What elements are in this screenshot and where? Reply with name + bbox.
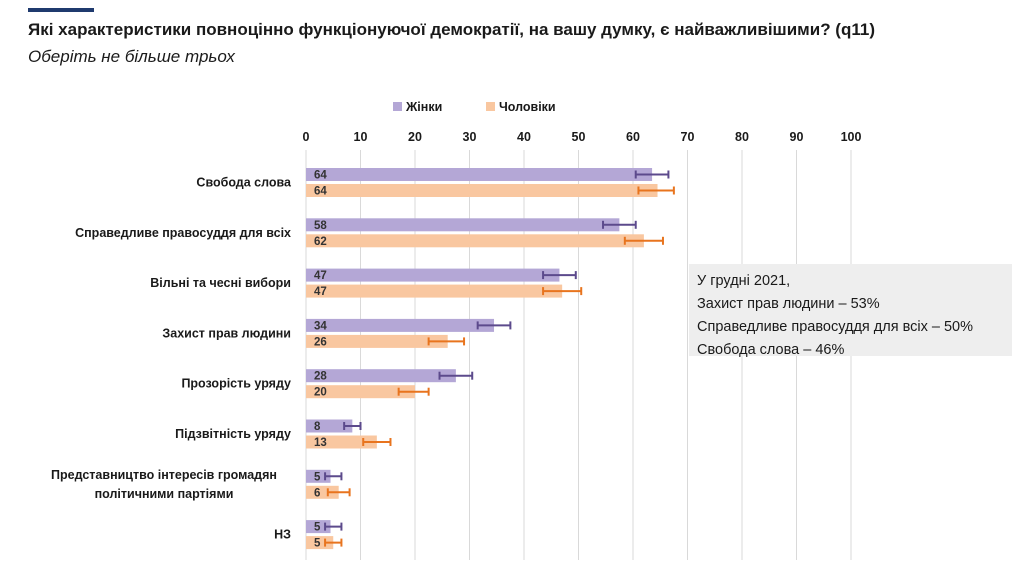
legend-swatch-1 — [486, 102, 495, 111]
x-tick-label: 60 — [626, 130, 640, 144]
legend-swatch-0 — [393, 102, 402, 111]
comparison-note: У грудні 2021, Захист прав людини – 53% … — [689, 264, 1012, 358]
bar-data-label: 34 — [314, 320, 327, 332]
bar — [306, 168, 653, 181]
bar — [306, 369, 456, 383]
x-tick-label: 40 — [517, 130, 531, 144]
chart-title: Які характеристики повноцінно функціоную… — [28, 20, 875, 39]
x-tick-label: 20 — [408, 130, 422, 144]
bar-data-label: 8 — [314, 421, 321, 433]
note-line-3: Справедливе правосуддя для всіх – 50% — [697, 319, 974, 335]
x-tick-label: 0 — [303, 130, 310, 144]
bar-data-label: 64 — [314, 170, 327, 182]
category-label: Захист прав людини — [162, 326, 291, 340]
bar-data-label: 47 — [314, 286, 327, 298]
category-label: Підзвітність уряду — [175, 427, 291, 441]
category-label: Представництво інтересів громадян — [51, 468, 277, 482]
bar-data-label: 5 — [314, 522, 321, 534]
legend-label-1: Чоловіки — [499, 100, 556, 114]
title-accent-rule — [28, 8, 94, 12]
bar-data-label: 47 — [314, 270, 327, 282]
bar — [306, 334, 448, 348]
x-tick-label: 30 — [463, 130, 477, 144]
x-tick-label: 70 — [681, 130, 695, 144]
x-tick-label: 10 — [354, 130, 368, 144]
legend-label-0: Жінки — [405, 100, 442, 114]
bar — [306, 234, 644, 248]
bar-data-label: 13 — [314, 437, 327, 449]
bar-data-label: 64 — [314, 186, 327, 198]
bar-data-label: 5 — [314, 471, 321, 483]
note-line-2: Захист прав людини – 53% — [697, 296, 880, 312]
bar-data-label: 26 — [314, 336, 327, 348]
bar — [306, 536, 334, 550]
bar — [306, 284, 563, 298]
bar — [306, 435, 377, 449]
note-line-1: У грудні 2021, — [697, 273, 791, 289]
bar — [306, 218, 620, 232]
bar — [306, 268, 560, 282]
bar-data-label: 62 — [314, 236, 327, 248]
bar — [306, 318, 495, 332]
x-tick-label: 80 — [735, 130, 749, 144]
category-label: політичними партіями — [95, 487, 234, 501]
bar-data-label: 6 — [314, 487, 320, 499]
bar — [306, 385, 415, 399]
x-tick-label: 100 — [841, 130, 862, 144]
bar — [306, 419, 353, 433]
category-label: Прозорість уряду — [181, 377, 291, 391]
category-label: Справедливе правосуддя для всіх — [75, 226, 291, 240]
x-tick-label: 50 — [572, 130, 586, 144]
note-line-4: Свобода слова – 46% — [697, 342, 845, 358]
chart-subtitle: Оберіть не більше трьох — [28, 47, 235, 66]
category-label: НЗ — [274, 528, 291, 542]
bar-data-label: 58 — [314, 220, 327, 232]
bar-data-label: 20 — [314, 387, 327, 399]
category-label: Свобода слова — [196, 176, 292, 190]
x-tick-label: 90 — [790, 130, 804, 144]
bar — [306, 485, 339, 499]
bar-data-label: 5 — [314, 538, 321, 550]
bar — [306, 184, 658, 197]
category-label: Вільні та чесні вибори — [150, 276, 291, 290]
bar-data-label: 28 — [314, 371, 327, 383]
